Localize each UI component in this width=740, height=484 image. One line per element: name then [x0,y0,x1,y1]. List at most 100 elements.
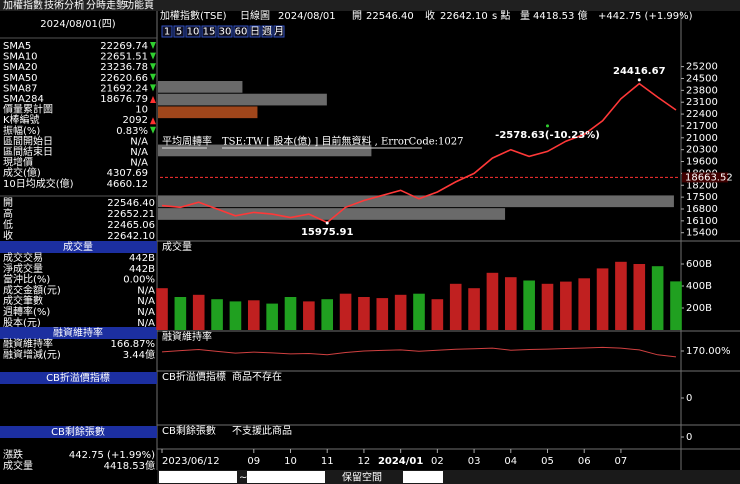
period-button[interactable] [201,25,217,38]
y-tick-label: 170.00% [686,346,731,357]
row-label: 當沖比(%) [3,273,50,286]
period-button-label: 10 [187,27,200,38]
volume-bar [431,299,444,330]
indicator-label: SMA284 [3,94,44,105]
volume-profile-bar [158,93,327,106]
header-volume: 4418.53 億 [533,9,588,22]
indicator-value: N/A [130,136,148,147]
volume-profile-bar [158,195,674,208]
trend-arrow [150,42,156,49]
date-input[interactable] [247,471,325,483]
volume-bar [266,303,278,330]
indicator-value: 22651.51 [100,52,148,63]
section-header [0,241,157,253]
volume-bar [670,281,682,330]
period-button[interactable] [233,25,249,38]
date-input[interactable] [159,471,237,483]
y-tick-label: 400B [686,281,712,292]
panel-title: CB剩餘張數 [162,424,216,437]
indicator-value: 2092 [123,115,148,126]
period-button[interactable] [217,25,233,38]
section-header [0,372,157,384]
period-button[interactable] [161,25,173,38]
header-change: +442.75 (+1.99%) [598,11,693,22]
ohlc-label: 收 [3,229,13,242]
volume-bar [560,281,572,330]
row-label: 融資維持率 [3,337,53,350]
indicator-value: N/A [130,158,148,169]
ohlc-value: 22465.06 [107,220,155,231]
y-tick-label: 0 [686,393,692,404]
volume-bar [633,264,646,330]
indicator-label: 價量累計圖 [3,103,53,116]
header-name: 加權指數(TSE) [160,9,227,22]
row-value: 166.87% [111,339,156,350]
date-end: 2024/08/01 [250,473,308,484]
volume-bar [303,301,315,330]
indicator-value: 0.83% [116,126,148,137]
x-tick-label: 06 [578,456,591,467]
period-button[interactable] [185,25,201,38]
volume-bar [211,299,223,330]
menu-item: 分時走勢 [86,0,126,12]
period-button[interactable] [273,25,285,38]
annotation-label: 24416.67 [613,66,666,77]
indicator-value: 10 [135,105,148,116]
volume-bar [596,268,609,330]
section-title: 融資維持率 [53,326,103,339]
period-button-label: 日 [250,27,260,38]
annotation-label: -2578.63(-10.23%) [495,130,600,141]
row-label: 股本(元) [3,316,41,329]
period-button[interactable] [249,25,261,38]
trend-arrow [150,52,156,60]
indicator-value: N/A [130,147,148,158]
x-tick-label: 2024/01 [378,456,423,467]
indicator-label: K棒編號 [3,113,40,126]
row-label: 淨成交量 [3,262,43,275]
menu-bar [0,0,740,11]
volume-profile-bar [158,208,506,220]
y-tick-label: 23100 [686,97,718,108]
volume-bar [321,299,334,330]
menu-item: 功能頁 [124,0,154,12]
volume-bar [651,266,664,330]
header-vol-label: 量 [520,10,530,22]
annotation-label: 15975.91 [301,227,354,238]
period-button[interactable] [173,25,185,38]
trend-arrow [150,63,156,71]
volume-bar [541,283,554,330]
trend-arrow [150,84,156,92]
panel-title: 成交量 [162,240,192,253]
row-label: 成交筆數 [3,294,43,307]
indicator-label: 10日均成交(億) [3,177,74,190]
trend-arrow [150,96,156,103]
indicator-value: 22620.66 [100,73,148,84]
annotation-point [325,221,329,225]
period-button[interactable] [261,25,273,38]
row-label: 週轉率(%) [3,305,50,318]
menu-item: 加權指數 [3,0,43,12]
y-tick-label: 0 [686,432,692,443]
volume-bar [358,297,370,330]
x-tick-label: 04 [504,456,517,467]
indicator-label: SMA10 [3,52,38,63]
ohlc-value: 22642.10 [107,231,155,242]
y-tick-label: 23800 [686,85,718,96]
volume-bar [468,288,480,330]
reserve-label: 保留空間 [342,471,382,484]
row-label: 成交金額(元) [3,283,61,296]
indicator-label: SMA20 [3,62,38,73]
row-value: N/A [137,296,155,307]
period-button-label: 30 [219,27,232,38]
row-label: 成交交易 [3,251,43,264]
x-tick-label: 09 [247,456,260,467]
reserve-input[interactable] [403,471,443,483]
volume-bar [156,288,168,330]
x-tick-label: 03 [468,456,481,467]
reference-label: 18663.52 [685,172,733,183]
header-close-label: 收 [425,9,435,22]
indicator-label: SMA87 [3,83,38,94]
volume-bar [192,294,205,330]
header-open-label: 開 [352,10,362,22]
